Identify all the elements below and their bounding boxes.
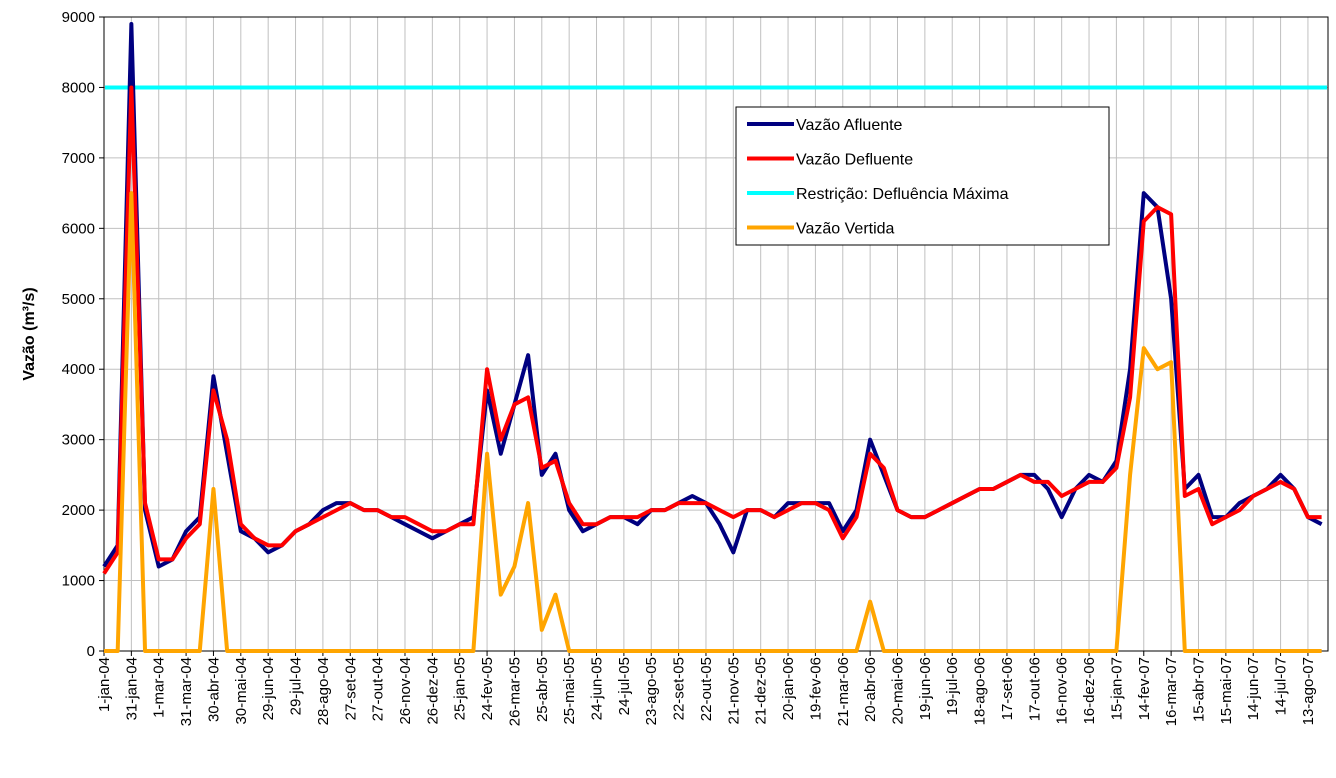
- x-tick-label: 31-mar-04: [178, 657, 195, 726]
- y-tick-label: 9000: [62, 9, 95, 26]
- x-tick-label: 15-mai-07: [1218, 657, 1235, 725]
- x-tick-label: 14-jun-07: [1245, 657, 1262, 720]
- x-tick-label: 25-abr-05: [534, 657, 551, 722]
- x-tick-label: 22-out-05: [698, 657, 715, 721]
- x-tick-label: 25-mai-05: [561, 657, 578, 725]
- y-tick-label: 3000: [62, 432, 95, 449]
- x-tick-label: 15-jan-07: [1108, 657, 1125, 720]
- y-tick-label: 6000: [62, 220, 95, 237]
- x-tick-label: 19-jul-06: [944, 657, 961, 715]
- x-tick-label: 15-abr-07: [1190, 657, 1207, 722]
- legend-label: Vazão Defluente: [796, 152, 913, 169]
- x-tick-label: 13-ago-07: [1300, 657, 1317, 725]
- x-tick-label: 29-jul-04: [288, 657, 305, 715]
- x-tick-label: 20-jan-06: [780, 657, 797, 720]
- y-tick-label: 7000: [62, 150, 95, 167]
- x-tick-label: 14-jul-07: [1273, 657, 1290, 715]
- x-tick-label: 1-mar-04: [151, 657, 168, 718]
- x-tick-label: 24-jul-05: [616, 657, 633, 715]
- x-tick-label: 14-fev-07: [1136, 657, 1153, 720]
- x-tick-label: 30-abr-04: [205, 657, 222, 722]
- y-tick-label: 8000: [62, 79, 95, 96]
- x-tick-label: 26-mar-05: [506, 657, 523, 726]
- legend-label: Vazão Afluente: [796, 117, 903, 134]
- x-tick-label: 20-mai-06: [890, 657, 907, 725]
- series-line: [104, 191, 1322, 653]
- x-tick-label: 30-mai-04: [233, 657, 250, 725]
- legend-box: [735, 106, 1110, 246]
- x-tick-label: 28-ago-04: [315, 657, 332, 725]
- y-tick-label: 1000: [62, 573, 95, 590]
- y-tick-label: 5000: [62, 291, 95, 308]
- x-tick-label: 26-nov-04: [397, 657, 414, 725]
- x-tick-label: 24-fev-05: [479, 657, 496, 720]
- x-tick-label: 27-out-04: [370, 657, 387, 721]
- x-tick-label: 18-ago-06: [972, 657, 989, 725]
- x-tick-label: 20-abr-06: [862, 657, 879, 722]
- x-tick-label: 16-dez-06: [1081, 657, 1098, 725]
- x-tick-label: 27-set-04: [342, 657, 359, 720]
- x-tick-label: 23-ago-05: [643, 657, 660, 725]
- x-tick-label: 16-nov-06: [1054, 657, 1071, 725]
- plot-area: [104, 17, 1328, 651]
- series-line: [102, 85, 1322, 575]
- legend-label: Vazão Vertida: [796, 221, 895, 238]
- y-tick-label: 0: [87, 643, 95, 660]
- x-tick-label: 26-dez-04: [424, 657, 441, 725]
- x-tick-label: 29-jun-04: [260, 657, 277, 720]
- x-tick-label: 19-jun-06: [917, 657, 934, 720]
- x-tick-label: 31-jan-04: [123, 657, 140, 720]
- x-tick-label: 17-out-06: [1026, 657, 1043, 721]
- x-tick-label: 16-mar-07: [1163, 657, 1180, 726]
- x-tick-label: 21-dez-05: [753, 657, 770, 725]
- x-tick-label: 21-nov-05: [725, 657, 742, 725]
- x-tick-label: 24-jun-05: [589, 657, 606, 720]
- x-tick-label: 25-jan-05: [452, 657, 469, 720]
- x-tick-label: 1-jan-04: [96, 657, 113, 712]
- y-axis-label: Vazão (m³/s): [21, 287, 38, 380]
- x-tick-label: 21-mar-06: [835, 657, 852, 726]
- x-tick-label: 19-fev-06: [807, 657, 824, 720]
- x-tick-label: 17-set-06: [999, 657, 1016, 720]
- y-tick-label: 4000: [62, 361, 95, 378]
- legend-label: Restrição: Defluência Máxima: [796, 186, 1009, 203]
- y-tick-label: 2000: [62, 502, 95, 519]
- x-tick-label: 22-set-05: [671, 657, 688, 720]
